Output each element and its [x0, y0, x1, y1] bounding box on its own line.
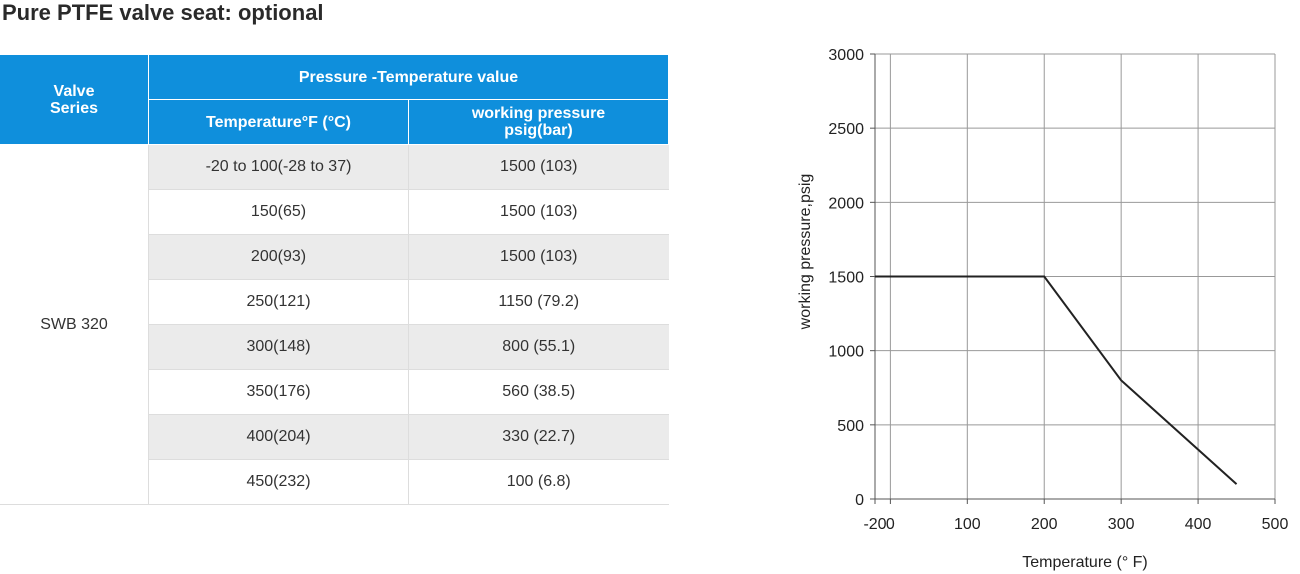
series-line [875, 275, 1238, 485]
temperature-cell: 300(148) [148, 324, 409, 370]
temperature-cell: 400(204) [148, 414, 409, 460]
header-valve-series: Valve Series [0, 54, 149, 145]
header-temperature: Temperature°F (°C) [148, 99, 409, 145]
page-title: Pure PTFE valve seat: optional [2, 0, 324, 25]
table-row: 250(121) 1150 (79.2) [0, 279, 669, 325]
temperature-cell: -20 to 100(-28 to 37) [148, 144, 409, 190]
x-tick-label: 300 [1108, 516, 1135, 533]
pressure-cell: 330 (22.7) [408, 414, 669, 460]
y-tick-label: 2500 [828, 121, 864, 138]
y-tick-label: 1000 [828, 344, 864, 361]
pressure-cell: 100 (6.8) [408, 459, 669, 505]
pressure-temperature-chart: -20 0 100 200 300 400 500 0 500 1000 1500 2000 2500 3… [770, 30, 1300, 574]
x-axis-title: Temperature (° F) [1022, 554, 1148, 571]
table-row: 150(65) 1500 (103) [0, 189, 669, 235]
table-row: 400(204) 330 (22.7) [0, 414, 669, 460]
pressure-cell: 1500 (103) [408, 189, 669, 235]
y-tick-label: 2000 [828, 195, 864, 212]
x-tick-label: 0 [886, 516, 895, 533]
x-tick-label: 200 [1031, 516, 1058, 533]
table-body: SWB 320 -20 to 100(-28 to 37) 1500 (103) 15… [0, 144, 669, 505]
x-tick-label: -20 [863, 516, 886, 533]
pressure-cell: 560 (38.5) [408, 369, 669, 415]
table-row: 200(93) 1500 (103) [0, 234, 669, 280]
temperature-cell: 350(176) [148, 369, 409, 415]
temperature-cell: 450(232) [148, 459, 409, 505]
y-tick-label: 3000 [828, 47, 864, 64]
table-row: 300(148) 800 (55.1) [0, 324, 669, 370]
pressure-cell: 1150 (79.2) [408, 279, 669, 325]
table-row: SWB 320 -20 to 100(-28 to 37) 1500 (103) [0, 144, 669, 505]
chart-svg: -20 0 100 200 300 400 500050010001500200025003… [797, 47, 1289, 571]
pressure-temperature-table: Valve Series Pressure -Temperature value… [0, 54, 669, 505]
pressure-cell: 1500 (103) [408, 144, 669, 190]
temperature-cell: 250(121) [148, 279, 409, 325]
valve-series-cell: SWB 320 [0, 144, 149, 505]
y-axis-title: working pressure,psig [797, 174, 814, 331]
temperature-cell: 200(93) [148, 234, 409, 280]
pressure-cell: 1500 (103) [408, 234, 669, 280]
header-pressure-temperature: Pressure -Temperature value [148, 54, 669, 100]
x-tick-label: 400 [1185, 516, 1212, 533]
y-tick-label: 500 [837, 418, 864, 435]
y-tick-label: 1500 [828, 270, 864, 287]
y-tick-label: 0 [855, 492, 864, 509]
x-tick-label: 500 [1262, 516, 1289, 533]
header-working-pressure: working pressure psig(bar) [408, 99, 669, 145]
pressure-cell: 800 (55.1) [408, 324, 669, 370]
table-row: 450(232) 100 (6.8) [0, 459, 669, 505]
x-tick-label: 100 [954, 516, 981, 533]
temperature-cell: 150(65) [148, 189, 409, 235]
table-row: 350(176) 560 (38.5) [0, 369, 669, 415]
